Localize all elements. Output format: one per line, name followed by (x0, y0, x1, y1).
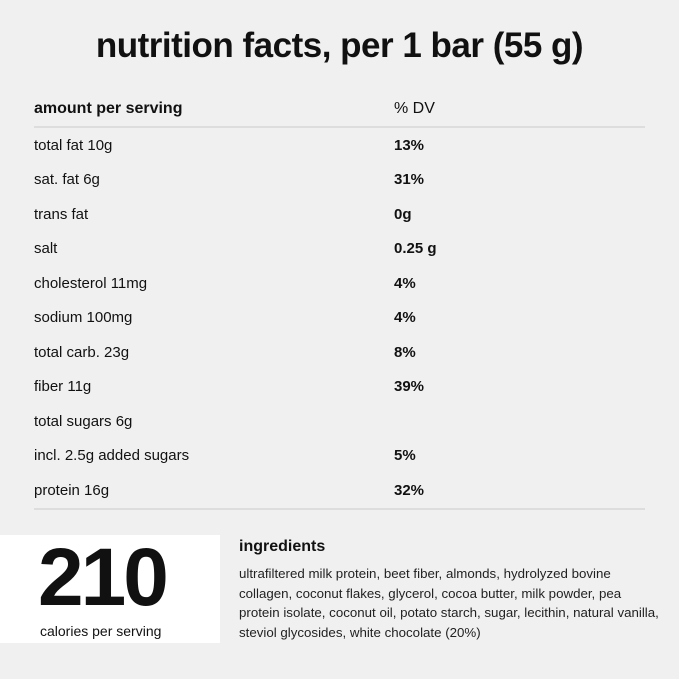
nutrition-table: amount per serving % DV total fat 10g 13%… (34, 92, 645, 510)
table-row: sodium 100mg 4% (34, 301, 645, 336)
table-row: cholesterol 11mg 4% (34, 266, 645, 301)
table-row: fiber 11g 39% (34, 370, 645, 405)
ingredients-text: ultrafiltered milk protein, beet fiber, … (239, 566, 659, 640)
dv-cell: 5% (394, 447, 416, 465)
ingredients-title: ingredients (239, 538, 326, 555)
calories-value: 210 (38, 532, 169, 623)
table-row: protein 16g 32% (34, 473, 645, 508)
dv-cell: 0.25 g (394, 240, 437, 258)
calories-box: 210 calories per serving (0, 532, 220, 643)
dv-cell: 13% (394, 136, 425, 154)
nutrient-cell: trans fat (34, 205, 89, 223)
nutrient-cell: incl. 2.5g added sugars (34, 447, 190, 465)
nutrient-cell: sat. fat 6g (34, 171, 100, 189)
table-row: salt 0.25 g (34, 232, 645, 267)
ingredients: ingredients ultrafiltered milk protein, … (239, 538, 659, 642)
nutrient-cell: sodium 100mg (34, 309, 133, 327)
table-header: amount per serving % DV (34, 92, 645, 128)
title: nutrition facts, per 1 bar (55 g) (95, 26, 584, 65)
dv-cell: 4% (394, 274, 416, 292)
table-row: trans fat 0g (34, 197, 645, 232)
header-cell: % DV (394, 100, 435, 117)
table-row: total carb. 23g 8% (34, 335, 645, 370)
nutrient-cell: protein 16g (34, 481, 110, 499)
dv-cell: 32% (394, 481, 425, 499)
nutrient-cell: salt (34, 240, 58, 258)
nutrient-cell: total fat 10g (34, 136, 113, 154)
dv-cell: 4% (394, 309, 416, 327)
dv-cell: 31% (394, 171, 425, 189)
nutrient-cell: total carb. 23g (34, 343, 130, 361)
table-row: incl. 2.5g added sugars 5% (34, 439, 645, 474)
dv-cell: 8% (394, 343, 416, 361)
table-row: sat. fat 6g 31% (34, 163, 645, 198)
nutrient-cell: total sugars 6g (34, 412, 133, 430)
calories-label: calories per serving (40, 623, 162, 639)
dv-cell: 0g (394, 205, 412, 223)
table-row: total fat 10g 13% (34, 128, 645, 163)
nutrient-cell: cholesterol 11mg (34, 274, 148, 292)
table-row: total sugars 6g (34, 404, 645, 439)
nutrient-cell: fiber 11g (34, 378, 92, 396)
divider (34, 507, 645, 510)
header-cell: amount per serving (34, 100, 183, 117)
dv-cell: 39% (394, 378, 425, 396)
